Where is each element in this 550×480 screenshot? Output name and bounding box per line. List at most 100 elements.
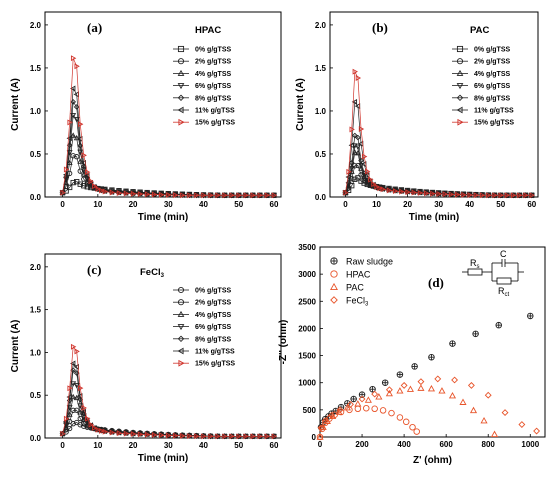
data-point [455, 191, 461, 198]
data-point [70, 393, 77, 400]
data-point [345, 174, 351, 181]
data-point [70, 99, 77, 105]
data-point [529, 192, 535, 199]
legend-label-subscript: 3 [365, 302, 369, 308]
data-point [257, 433, 263, 440]
x-tick-label: 60 [270, 441, 279, 450]
legend: 0% g/gTSS 2% g/gTSS 4% g/gTSS 6% g/gTSS 8% g… [173, 45, 235, 127]
data-point [428, 353, 435, 361]
legend-marker [330, 257, 338, 265]
panel-title: FeCl3 [140, 267, 165, 279]
data-point [67, 184, 73, 191]
data-point [343, 403, 351, 411]
data-point [73, 104, 80, 110]
data-point [405, 189, 411, 196]
data-point [448, 392, 457, 399]
legend-marker [456, 45, 464, 53]
data-point [80, 417, 87, 423]
data-point [73, 394, 80, 401]
x-tick-label: 20 [403, 200, 412, 209]
data-point [67, 119, 73, 126]
data-point [187, 433, 193, 440]
x-tick-label: 0 [60, 441, 65, 450]
data-point [130, 430, 137, 437]
x-tick-label: 30 [164, 441, 173, 450]
legend-label: 15% g/gTSS [474, 120, 514, 127]
data-point [250, 192, 256, 199]
data-point [355, 175, 361, 181]
data-point [434, 375, 442, 383]
series-2 [316, 404, 420, 441]
x-tick-label: 50 [234, 200, 243, 209]
data-point [250, 433, 256, 440]
legend-marker [178, 359, 185, 367]
panel-title: PAC [470, 25, 489, 36]
data-point [73, 383, 80, 389]
data-point [392, 188, 399, 195]
x-axis-label: Z' (ohm) [413, 455, 452, 466]
data-point [116, 430, 123, 437]
data-point [74, 154, 80, 160]
x-tick-label: 800 [482, 440, 496, 449]
panel-title: HPAC [195, 25, 221, 36]
data-point [449, 340, 456, 347]
data-point [473, 192, 480, 199]
series-line [62, 362, 274, 437]
y-tick-label: 0.5 [30, 391, 42, 400]
x-tick-label: 60 [527, 200, 536, 209]
legend-marker [177, 347, 184, 355]
legend-label: 11% g/gTSS [195, 349, 235, 356]
legend-marker [457, 118, 464, 126]
x-tick-label: 600 [439, 440, 453, 449]
data-point [73, 134, 80, 141]
data-point [222, 433, 228, 440]
data-point [60, 189, 66, 196]
y-tick-label: 1000 [298, 379, 316, 388]
panel-a: 0 10 20 30 40 50 60 0.0 0.5 1.0 1.5 2.0 Time (min) Cu… [10, 11, 282, 223]
data-point [78, 121, 84, 128]
data-point [461, 191, 467, 198]
legend: 0% g/gTSS 2% g/gTSS 4% g/gTSS 6% g/gTSS 8% g… [173, 286, 235, 368]
x-tick-label: 20 [129, 200, 138, 209]
data-point [77, 403, 84, 409]
legend-label: Raw sludge [346, 257, 393, 267]
data-point [354, 400, 362, 407]
legend-marker [456, 106, 463, 114]
x-tick-label: 0 [343, 200, 348, 209]
data-point [78, 385, 84, 392]
data-point [523, 192, 529, 199]
data-point [377, 185, 383, 192]
data-point [70, 179, 76, 186]
data-point [504, 192, 511, 199]
data-point [323, 417, 331, 424]
data-point [70, 132, 77, 138]
legend-label: 4% g/gTSS [474, 71, 511, 78]
data-point [151, 431, 158, 438]
data-point [352, 176, 358, 182]
data-point [469, 406, 478, 414]
y-tick-label: 0.0 [30, 193, 42, 202]
data-point [358, 126, 365, 133]
series-line [62, 87, 274, 196]
data-point [358, 395, 366, 403]
series-4 [317, 375, 541, 435]
legend-label: 11% g/gTSS [474, 108, 514, 115]
legend-label: 6% g/gTSS [195, 83, 232, 90]
data-point [436, 190, 442, 197]
data-point [459, 398, 467, 405]
data-point [417, 189, 424, 196]
series-7 [60, 55, 278, 199]
data-point [222, 192, 228, 199]
data-point [109, 189, 116, 196]
legend-marker [456, 58, 464, 65]
data-point [74, 407, 80, 413]
data-point [385, 389, 393, 397]
circuit-label-rs: Rs [470, 258, 480, 270]
data-point [243, 433, 249, 440]
data-point [371, 405, 378, 413]
data-point [411, 363, 418, 370]
legend-marker [177, 94, 185, 102]
data-point [517, 192, 523, 199]
data-point [467, 381, 475, 389]
data-point [85, 169, 91, 176]
